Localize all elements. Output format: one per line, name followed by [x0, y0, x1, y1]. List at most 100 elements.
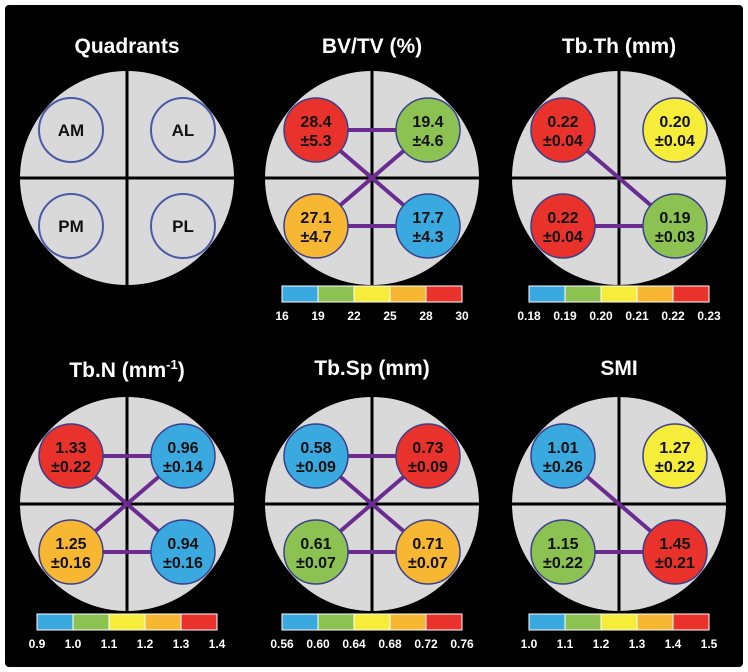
value-circle-pm — [283, 519, 349, 585]
scale-segment-3 — [636, 285, 674, 303]
value-sd-pl: ±0.21 — [655, 555, 695, 572]
panel-title-bvtv: BV/TV (%) — [321, 35, 423, 58]
quadrant-label-am: AM — [58, 121, 84, 140]
scale-tick-label: 0.18 — [517, 309, 541, 323]
scale-tick-label: 0.76 — [450, 637, 474, 651]
scale-segment-2 — [108, 613, 146, 631]
scale-tick-label: 25 — [383, 309, 397, 323]
scale-segment-3 — [636, 613, 674, 631]
value-circle-pl — [395, 519, 461, 585]
value-sd-pm: ±0.04 — [543, 229, 583, 246]
value-circle-pl — [642, 193, 708, 259]
scale-segment-0 — [36, 613, 74, 631]
panel-title-tbn: Tb.N (mm-1) — [5, 357, 251, 383]
value-mean-pm: 1.25 — [55, 536, 86, 553]
value-circle-al — [395, 423, 461, 489]
value-mean-al: 1.27 — [659, 440, 690, 457]
value-circle-am — [38, 423, 104, 489]
value-circle-pl — [642, 519, 708, 585]
value-circle-al — [395, 97, 461, 163]
quadrant-circle-al — [150, 97, 216, 163]
scale-segment-0 — [528, 613, 566, 631]
scale-tick-label: 1.0 — [521, 637, 538, 651]
quadrant-label-pm: PM — [58, 217, 84, 236]
value-mean-pl: 0.19 — [659, 210, 690, 227]
panel-title-tbsp: Tb.Sp (mm) — [314, 357, 430, 380]
value-mean-pl: 0.94 — [167, 536, 198, 553]
scale-segment-4 — [672, 285, 710, 303]
figure: Quadrants BV/TV (%) Tb.Th (mm) Tb.N (mm-… — [5, 5, 743, 667]
panel-quadrants: AM AL PM PL — [20, 71, 234, 285]
scale-tick-label: 1.2 — [137, 637, 154, 651]
value-circle-am — [530, 97, 596, 163]
panel-tbth: 0.22 ±0.04 0.20 ±0.04 0.22 ±0.04 0.19 ±0.03 0.18… — [512, 71, 726, 323]
value-sd-pl: ±0.03 — [655, 229, 695, 246]
value-sd-pl: ±0.07 — [408, 555, 448, 572]
value-sd-pm: ±0.22 — [543, 555, 583, 572]
value-mean-pm: 1.15 — [547, 536, 578, 553]
scale-tick-label: 16 — [275, 309, 289, 323]
scale-segment-0 — [281, 285, 319, 303]
scale-tick-label: 0.22 — [661, 309, 685, 323]
scale-tick-label: 1.3 — [629, 637, 646, 651]
value-sd-pm: ±0.16 — [51, 555, 91, 572]
scale-tick-label: 0.9 — [29, 637, 46, 651]
value-sd-pm: ±0.07 — [296, 555, 336, 572]
scale-segment-3 — [389, 285, 427, 303]
scale-segment-3 — [389, 613, 427, 631]
value-sd-al: ±0.22 — [655, 459, 695, 476]
value-circle-pm — [38, 519, 104, 585]
scale-segment-4 — [425, 285, 463, 303]
quadrant-circle-pm — [38, 193, 104, 259]
value-mean-pm: 0.61 — [300, 536, 331, 553]
scale-tick-label: 1.5 — [701, 637, 718, 651]
value-circle-pm — [283, 193, 349, 259]
value-sd-al: ±0.09 — [408, 459, 448, 476]
panel-title-smi: SMI — [600, 357, 638, 380]
scale-tick-label: 30 — [455, 309, 469, 323]
scale-tick-label: 28 — [419, 309, 433, 323]
quadrant-label-al: AL — [172, 121, 195, 140]
scale-tick-label: 0.56 — [270, 637, 294, 651]
value-sd-am: ±0.22 — [51, 459, 91, 476]
value-circle-al — [642, 97, 708, 163]
scale-tick-label: 19 — [311, 309, 325, 323]
value-circle-al — [642, 423, 708, 489]
scale-tick-label: 1.0 — [65, 637, 82, 651]
scale-segment-1 — [317, 285, 355, 303]
diagram-canvas: AM AL PM PL 28.4 ±5.3 19.4 ±4.6 27.1 ±4.7 17.7 ±4.3… — [20, 71, 726, 651]
value-sd-am: ±0.26 — [543, 459, 583, 476]
value-mean-am: 1.01 — [547, 440, 578, 457]
value-circle-am — [283, 97, 349, 163]
value-mean-am: 0.58 — [300, 440, 331, 457]
scale-tick-label: 0.72 — [414, 637, 438, 651]
quadrant-circle-am — [38, 97, 104, 163]
scale-tick-label: 0.21 — [625, 309, 649, 323]
panel-tbn: 1.33 ±0.22 0.96 ±0.14 1.25 ±0.16 0.94 ±0.16 0.9 1… — [20, 397, 234, 651]
value-mean-al: 0.96 — [167, 440, 198, 457]
scale-segment-1 — [564, 613, 602, 631]
value-sd-al: ±0.04 — [655, 133, 695, 150]
value-mean-pl: 1.45 — [659, 536, 690, 553]
panel-smi: 1.01 ±0.26 1.27 ±0.22 1.15 ±0.22 1.45 ±0.21 1.0 1… — [512, 397, 726, 651]
value-circle-pm — [530, 193, 596, 259]
value-circle-pl — [150, 519, 216, 585]
value-mean-am: 28.4 — [300, 114, 331, 131]
scale-segment-0 — [528, 285, 566, 303]
value-circle-am — [283, 423, 349, 489]
panel-title-tbn-suffix: ) — [177, 359, 185, 382]
value-mean-pm: 0.22 — [547, 210, 578, 227]
value-circle-am — [530, 423, 596, 489]
quadrant-label-pl: PL — [172, 217, 194, 236]
scale-segment-1 — [72, 613, 110, 631]
panel-title-tbn-main: Tb.N (mm — [69, 359, 167, 382]
scale-tick-label: 22 — [347, 309, 361, 323]
value-mean-pl: 17.7 — [412, 210, 443, 227]
panel-bvtv: 28.4 ±5.3 19.4 ±4.6 27.1 ±4.7 17.7 ±4.3 16 19 22 25… — [265, 71, 479, 323]
scale-tick-label: 1.4 — [665, 637, 682, 651]
scale-tick-label: 0.68 — [378, 637, 402, 651]
scale-tick-label: 0.20 — [589, 309, 613, 323]
value-sd-pl: ±0.16 — [163, 555, 203, 572]
value-mean-am: 1.33 — [55, 440, 86, 457]
scale-segment-4 — [180, 613, 218, 631]
